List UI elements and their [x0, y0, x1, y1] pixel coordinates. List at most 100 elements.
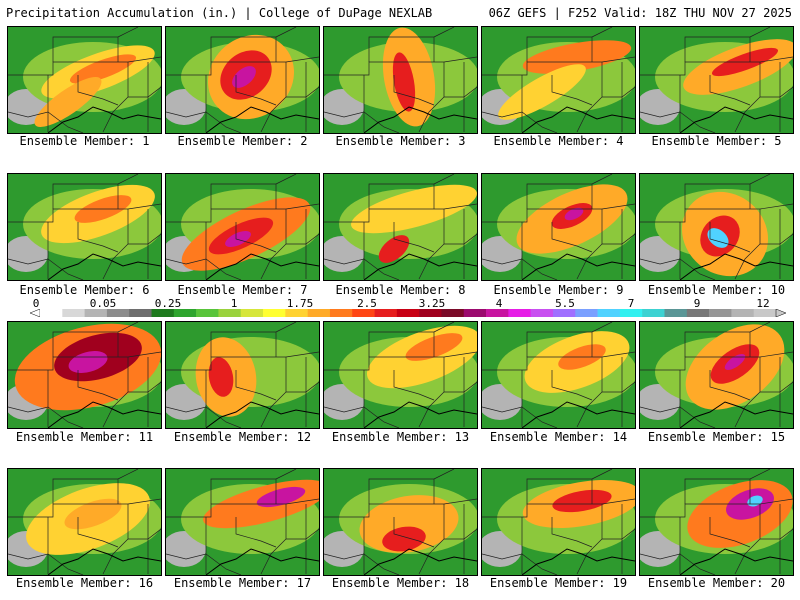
colorbar-swatch	[329, 309, 353, 317]
ensemble-map-panel	[7, 468, 162, 576]
state-boundary	[393, 370, 435, 401]
ensemble-map-panel	[7, 321, 162, 429]
colorbar-swatch	[40, 309, 63, 317]
state-boundary	[52, 183, 119, 209]
colorbar-swatch	[396, 309, 420, 317]
colorbar-tick-label: 2.5	[357, 297, 377, 310]
ensemble-map-panel	[481, 321, 636, 429]
precip-map	[640, 27, 793, 133]
state-boundary	[368, 478, 435, 504]
state-boundary	[482, 258, 558, 280]
state-boundary	[418, 62, 445, 133]
state-boundary	[260, 357, 287, 428]
precip-map	[324, 27, 477, 133]
state-boundary	[433, 322, 455, 333]
state-boundary	[749, 469, 771, 480]
state-boundary	[433, 27, 455, 38]
colorbar-swatch	[753, 309, 777, 317]
ensemble-map-panel	[639, 26, 794, 134]
precip-map	[324, 322, 477, 428]
state-boundary	[393, 75, 435, 106]
state-boundary	[166, 553, 242, 575]
precip-contour	[68, 351, 108, 373]
colorbar-swatch	[151, 309, 175, 317]
ensemble-member-label: Ensemble Member: 5	[651, 134, 782, 148]
colorbar-swatch	[129, 309, 152, 317]
colorbar-swatch	[731, 309, 754, 317]
state-boundary	[393, 222, 435, 253]
ensemble-map-panel	[639, 173, 794, 281]
state-boundary	[210, 478, 277, 504]
state-boundary	[482, 553, 558, 575]
state-boundary	[117, 174, 139, 185]
state-boundary	[210, 183, 277, 209]
precip-contour	[256, 486, 306, 508]
state-boundary	[166, 111, 242, 133]
colorbar-swatch	[709, 309, 732, 317]
colorbar-swatch	[240, 309, 264, 317]
precip-map	[324, 469, 477, 575]
colorbar-swatch	[441, 309, 465, 317]
ensemble-member-label: Ensemble Member: 1	[19, 134, 150, 148]
state-boundary	[526, 478, 593, 504]
colorbar-swatch	[508, 309, 531, 317]
precip-map	[166, 322, 319, 428]
state-boundary	[418, 209, 445, 280]
state-boundary	[551, 222, 593, 253]
colorbar-tick-label: 1	[230, 297, 238, 310]
precip-contour	[522, 40, 632, 74]
colorbar-tick-label: 0	[32, 297, 40, 310]
precip-map	[324, 174, 477, 280]
precip-contour	[232, 66, 256, 88]
colorbar-swatch	[463, 309, 487, 317]
precip-map	[482, 322, 635, 428]
precip-map	[482, 174, 635, 280]
state-boundary	[77, 370, 119, 401]
state-boundary	[591, 27, 613, 38]
colorbar-left-arrow	[30, 309, 41, 317]
colorbar-tick-label: 9	[693, 297, 701, 310]
state-boundary	[368, 331, 435, 357]
state-boundary	[640, 111, 716, 133]
state-boundary	[235, 75, 277, 106]
state-boundary	[640, 553, 716, 575]
coastline	[521, 106, 635, 133]
ensemble-member-label: Ensemble Member: 10	[647, 283, 786, 297]
colorbar-swatch	[575, 309, 598, 317]
state-boundary	[709, 75, 751, 106]
colorbar-swatch	[218, 309, 242, 317]
precip-map	[8, 174, 161, 280]
precip-contour	[382, 526, 426, 552]
colorbar-tick-label: 0.25	[154, 297, 182, 310]
state-boundary	[526, 183, 593, 209]
state-boundary	[260, 209, 287, 280]
colorbar-swatch	[84, 309, 108, 317]
precip-map	[640, 322, 793, 428]
ensemble-map-panel	[165, 173, 320, 281]
state-boundary	[433, 469, 455, 480]
precip-contour	[378, 235, 410, 263]
precip-contour	[225, 230, 251, 248]
state-boundary	[102, 209, 129, 280]
precip-map	[8, 27, 161, 133]
ensemble-member-label: Ensemble Member: 15	[647, 430, 786, 444]
coastline	[205, 253, 319, 280]
state-boundary	[77, 75, 119, 106]
ensemble-map-panel	[165, 468, 320, 576]
coastline	[679, 548, 793, 575]
colorbar-tick-label: 0.05	[89, 297, 117, 310]
precip-map	[640, 174, 793, 280]
state-boundary	[749, 174, 771, 185]
precip-map	[166, 469, 319, 575]
ensemble-member-label: Ensemble Member: 17	[173, 576, 312, 590]
colorbar-swatch	[263, 309, 286, 317]
state-boundary	[324, 406, 400, 428]
colorbar-swatch	[62, 309, 85, 317]
coastline	[679, 253, 793, 280]
colorbar-tick-label: 4	[495, 297, 503, 310]
state-boundary	[551, 75, 593, 106]
precip-contour	[498, 64, 586, 120]
state-boundary	[482, 406, 558, 428]
precip-contour	[208, 357, 234, 397]
state-boundary	[77, 222, 119, 253]
